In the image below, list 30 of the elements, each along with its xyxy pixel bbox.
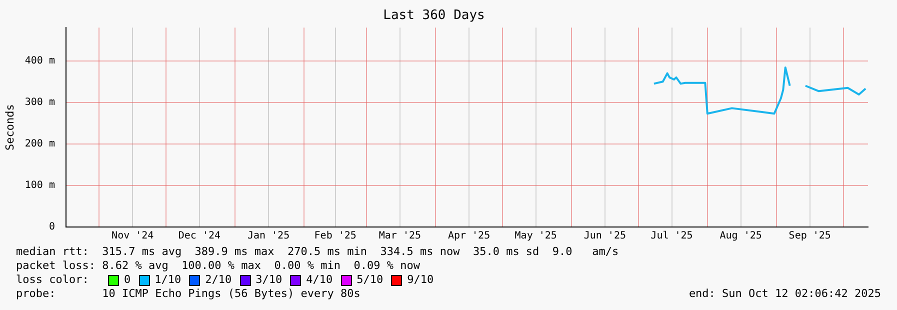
x-tick-label: Jul '25 [650,230,693,242]
text: 9/10 [406,273,434,287]
text: 4/10 [305,273,333,287]
text: packet loss: 8.62 % avg 100.00 % max 0.00 % min 0.09 % now [16,259,421,273]
x-tick-label: Apr '25 [448,230,490,242]
text: end: Sun Oct 12 02:06:42 2025 [688,287,881,301]
text: 1/10 [154,273,182,287]
text: 0 [123,273,131,287]
x-tick-label: Aug '25 [720,230,762,242]
y-tick-label: 400 m [24,55,55,66]
y-tick-label: 0 [48,222,55,233]
x-tick-label: Jun '25 [584,230,626,242]
x-tick-label: Nov '24 [112,230,154,242]
x-tick-label: Jan '25 [247,230,290,242]
y-tick-label: 100 m [24,180,55,192]
text: 2/10 [204,273,232,287]
text: probe: 10 ICMP Echo Pings (56 Bytes) every 80s [16,287,360,301]
x-tick-label: Mar '25 [378,230,422,242]
x-tick-label: Sep '25 [788,230,831,242]
text: loss color: [16,273,90,287]
x-tick-label: Dec '24 [178,230,221,242]
chart-title: Last 360 Days [383,8,485,24]
text: 3/10 [254,273,282,287]
y-axis-title: Seconds [3,104,16,150]
x-tick-label: May '25 [514,230,557,242]
y-tick-label: 200 m [24,138,55,150]
text: 5/10 [356,273,384,287]
y-tick-label: 300 m [24,96,55,108]
text: median rtt: 315.7 ms avg 389.9 ms max 270.5 ms min 334.5 ms now 35.0 ms sd 9.0 am/s [16,245,620,259]
x-tick-label: Feb '25 [314,230,356,242]
